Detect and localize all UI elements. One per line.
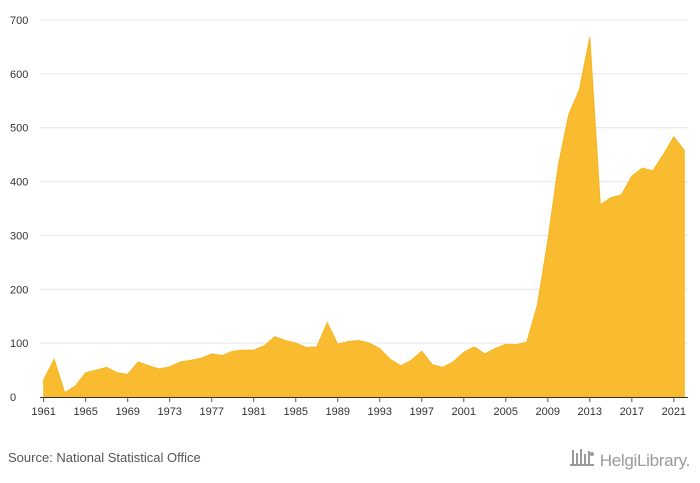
y-tick-label: 700: [10, 15, 28, 27]
area-series: [43, 37, 685, 398]
y-tick-label: 100: [10, 338, 28, 350]
x-tick-label: 2001: [452, 406, 476, 418]
x-tick-label: 1981: [241, 406, 265, 418]
y-tick-label: 200: [10, 284, 28, 296]
x-axis-labels: 1961 1965 1969 1973 1977 1981 1985 1989 1993 1997…: [31, 406, 686, 418]
x-tick-label: 2021: [662, 406, 686, 418]
x-tick-label: 1993: [368, 406, 392, 418]
y-tick-label: 300: [10, 230, 28, 242]
area-series-path: [43, 37, 685, 398]
y-tick-label: 400: [10, 177, 28, 189]
x-tick-label: 1977: [199, 406, 223, 418]
x-tick-label: 1997: [410, 406, 434, 418]
helgi-library-building-icon: [569, 448, 595, 473]
x-tick-label: 1961: [31, 406, 55, 418]
x-axis: [40, 397, 688, 402]
x-tick-label: 2005: [494, 406, 518, 418]
y-tick-label: 600: [10, 69, 28, 81]
y-tick-label: 500: [10, 123, 28, 135]
grid-lines: [40, 19, 688, 344]
x-tick-label: 2013: [578, 406, 602, 418]
logo-text: HelgiLibrary.: [599, 450, 691, 470]
x-tick-label: 2009: [536, 406, 560, 418]
y-axis-labels: 0 100 200 300 400 500 600 700: [10, 15, 28, 404]
source-note: Source: National Statistical Office: [8, 450, 201, 465]
x-tick-label: 1973: [157, 406, 181, 418]
helgi-library-logo[interactable]: HelgiLibrary.: [569, 448, 690, 473]
x-tick-label: 1989: [326, 406, 350, 418]
x-tick-label: 1985: [283, 406, 307, 418]
x-tick-label: 1969: [115, 406, 139, 418]
x-tick-label: 1965: [73, 406, 97, 418]
y-tick-label: 0: [10, 392, 16, 404]
x-tick-label: 2017: [620, 406, 644, 418]
